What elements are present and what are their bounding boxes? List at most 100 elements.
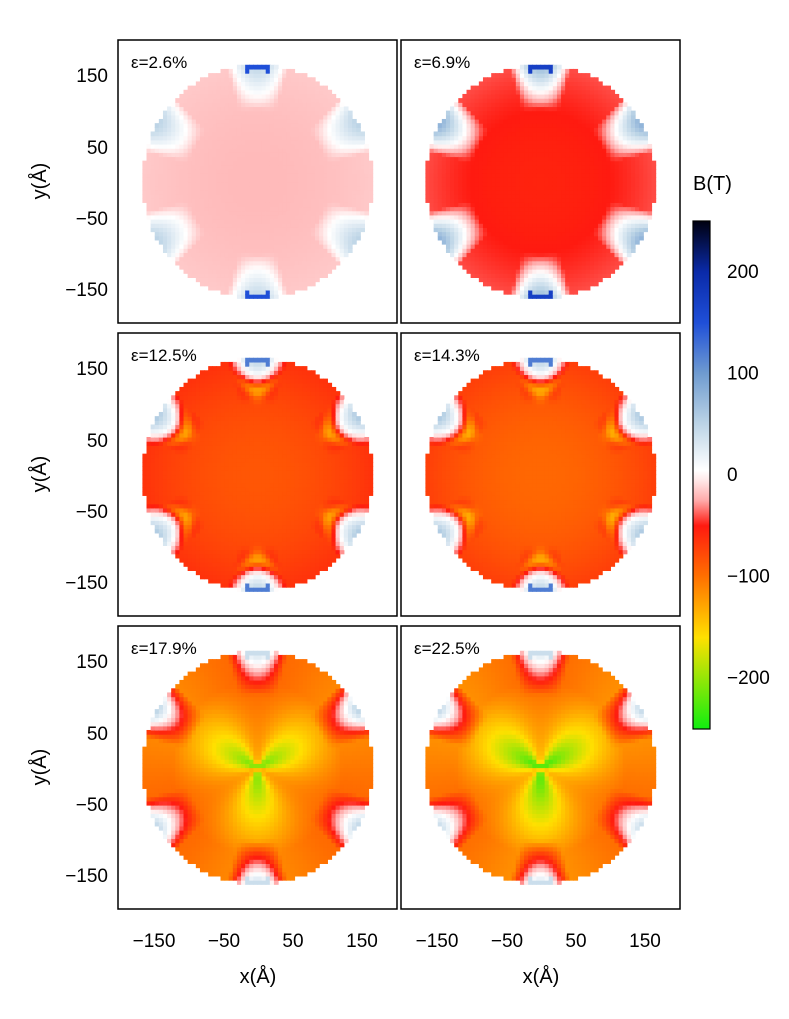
field-cell bbox=[630, 202, 636, 208]
field-cell bbox=[528, 181, 533, 187]
field-cell bbox=[253, 139, 259, 145]
field-cell bbox=[589, 173, 595, 178]
field-cell bbox=[323, 181, 328, 187]
field-cell bbox=[466, 198, 472, 203]
field-cell bbox=[335, 248, 341, 253]
field-cell bbox=[524, 210, 529, 216]
field-cell bbox=[232, 114, 238, 120]
field-cell bbox=[224, 281, 230, 287]
field-cell bbox=[602, 231, 607, 237]
field-cell bbox=[602, 219, 607, 224]
field-cell bbox=[507, 164, 513, 170]
field-cell bbox=[204, 85, 209, 91]
field-cell bbox=[470, 194, 476, 199]
field-cell bbox=[544, 164, 550, 170]
field-cell bbox=[445, 152, 451, 158]
field-cell bbox=[220, 127, 226, 133]
field-cell bbox=[548, 118, 554, 124]
field-cell bbox=[618, 210, 624, 216]
field-cell bbox=[573, 181, 579, 187]
field-cell bbox=[606, 273, 611, 278]
field-cell bbox=[261, 281, 267, 287]
field-cell bbox=[179, 118, 185, 124]
field-cell bbox=[150, 152, 156, 158]
field-cell bbox=[515, 231, 521, 237]
field-cell bbox=[253, 131, 259, 137]
field-cell bbox=[614, 110, 620, 116]
field-cell bbox=[552, 277, 558, 283]
field-cell bbox=[278, 168, 283, 174]
field-cell bbox=[327, 131, 333, 137]
field-cell bbox=[532, 168, 537, 174]
field-cell bbox=[589, 194, 595, 199]
field-cell bbox=[162, 194, 168, 199]
field-cell bbox=[561, 198, 566, 203]
field-cell bbox=[352, 168, 357, 174]
field-cell bbox=[253, 89, 259, 95]
field-cell bbox=[602, 164, 607, 170]
field-cell bbox=[454, 131, 459, 137]
field-cell bbox=[232, 173, 238, 178]
field-cell bbox=[552, 210, 558, 216]
field-cell bbox=[573, 102, 579, 108]
field-cell bbox=[216, 177, 222, 183]
field-cell bbox=[589, 160, 595, 166]
field-cell bbox=[552, 294, 558, 299]
field-cell bbox=[257, 123, 263, 128]
field-cell bbox=[651, 160, 657, 166]
field-cell bbox=[593, 85, 599, 91]
field-cell bbox=[478, 118, 484, 124]
field-cell bbox=[278, 160, 283, 166]
field-cell bbox=[154, 139, 160, 145]
field-cell bbox=[335, 127, 341, 133]
field-cell bbox=[491, 189, 496, 195]
field-cell bbox=[282, 143, 287, 149]
field-cell bbox=[298, 281, 304, 287]
field-cell bbox=[183, 98, 189, 103]
field-cell bbox=[532, 198, 537, 203]
field-cell bbox=[569, 106, 574, 112]
field-cell bbox=[224, 85, 230, 91]
field-cell bbox=[327, 148, 333, 153]
field-cell bbox=[356, 164, 361, 170]
field-cell bbox=[290, 289, 296, 295]
field-cell bbox=[183, 189, 189, 195]
field-cell bbox=[626, 219, 632, 224]
field-cell bbox=[228, 118, 234, 124]
field-cell bbox=[622, 181, 628, 187]
field-cell bbox=[499, 264, 505, 270]
field-cell bbox=[290, 110, 296, 116]
field-cell bbox=[171, 139, 176, 145]
field-cell bbox=[622, 227, 628, 233]
field-cell bbox=[306, 152, 312, 158]
field-cell bbox=[154, 189, 160, 195]
field-cell bbox=[220, 77, 226, 83]
field-cell bbox=[454, 156, 459, 162]
field-cell bbox=[323, 139, 328, 145]
field-cell bbox=[294, 181, 300, 187]
field-cell bbox=[519, 135, 525, 141]
field-cell bbox=[269, 277, 275, 283]
field-cell bbox=[360, 173, 365, 178]
field-cell bbox=[278, 164, 283, 170]
field-cell bbox=[491, 223, 496, 228]
field-cell bbox=[503, 123, 509, 128]
field-cell bbox=[598, 123, 603, 128]
field-cell bbox=[622, 248, 628, 253]
field-cell bbox=[466, 206, 472, 212]
field-cell bbox=[635, 210, 640, 216]
field-cell bbox=[598, 223, 603, 228]
field-cell bbox=[310, 206, 316, 212]
field-cell bbox=[335, 98, 341, 103]
field-cell bbox=[532, 223, 537, 228]
field-cell bbox=[204, 248, 209, 253]
field-cell bbox=[589, 148, 595, 153]
field-cell bbox=[142, 491, 148, 496]
field-cell bbox=[478, 85, 484, 91]
field-cell bbox=[298, 239, 304, 245]
field-cell bbox=[470, 139, 476, 145]
field-cell bbox=[470, 168, 476, 174]
field-cell bbox=[298, 277, 304, 283]
field-cell bbox=[212, 164, 217, 170]
field-cell bbox=[335, 143, 341, 149]
